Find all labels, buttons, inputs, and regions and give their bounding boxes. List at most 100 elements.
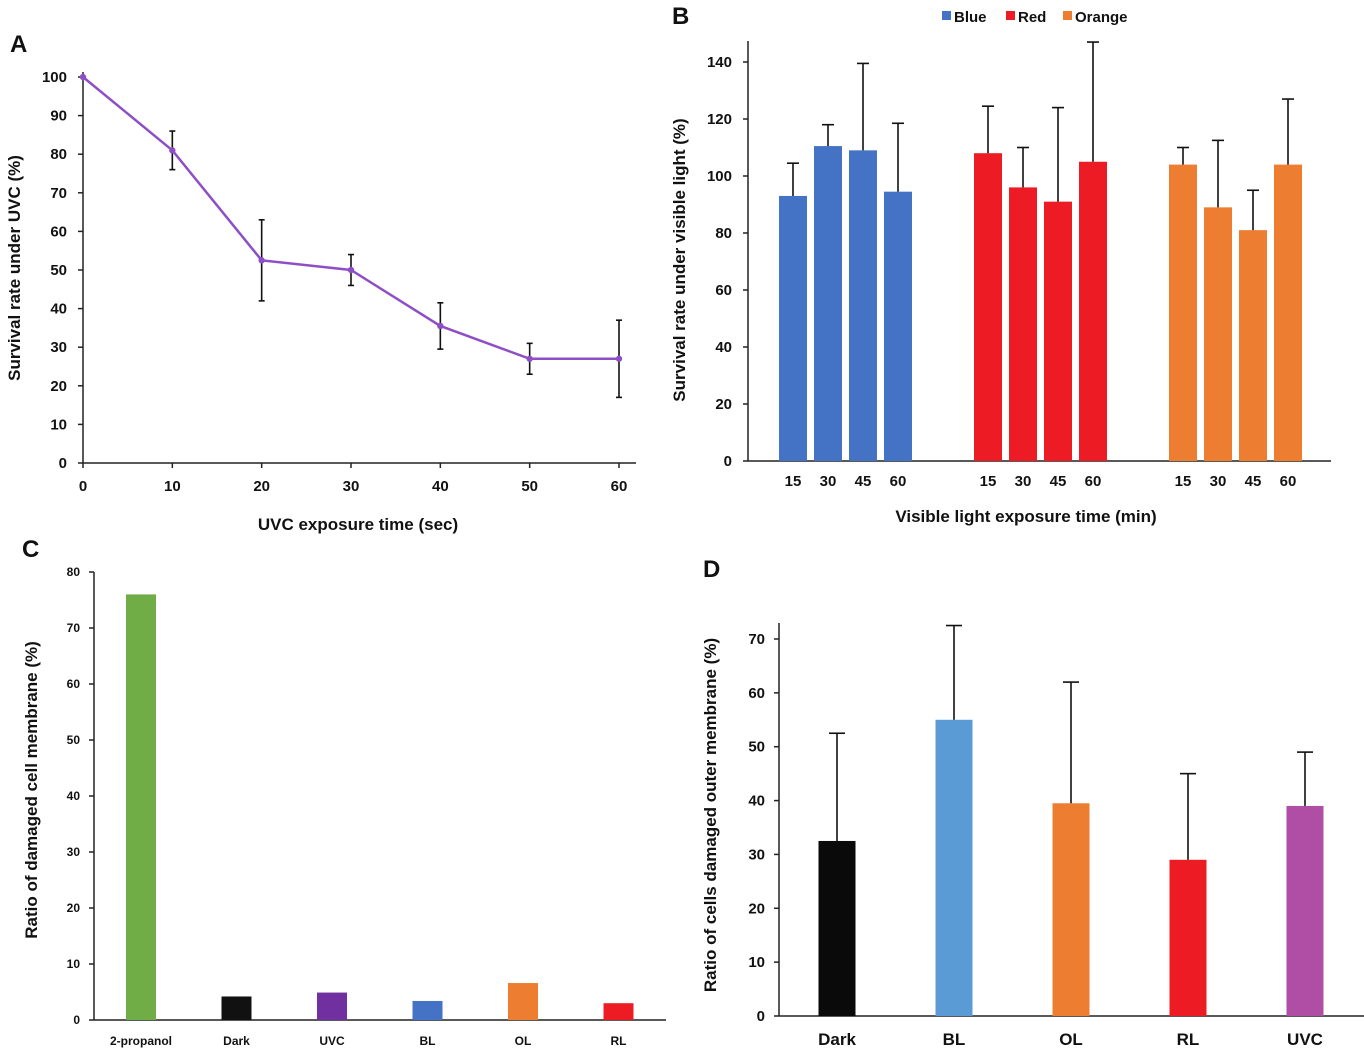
d-y-tick-label: 40 <box>748 793 765 810</box>
d-y-tick-label: 60 <box>748 685 765 702</box>
b-x-axis-title: Visible light exposure time (min) <box>895 507 1156 526</box>
b-bar-orange <box>1239 230 1267 461</box>
chart-b: 0 20 40 60 80 100 120 140 15 30 45 60 15 30 45 60 15 30 45… <box>670 9 1331 526</box>
a-data-point <box>347 266 355 274</box>
a-data-point <box>526 355 533 362</box>
b-y-tick-label: 140 <box>707 54 732 71</box>
a-y-tick-label: 20 <box>50 378 67 395</box>
d-bar-uvc <box>1286 805 1324 1016</box>
c-x-tick-label: UVC <box>319 1034 345 1048</box>
b-x-tick-label: 15 <box>785 473 802 490</box>
a-x-tick-label: 10 <box>164 478 181 495</box>
b-x-tick-label: 60 <box>890 473 907 490</box>
panel-letter-c: C <box>22 536 39 563</box>
c-bar-bl <box>412 1000 443 1020</box>
a-data-point <box>169 147 176 154</box>
b-y-tick-label: 0 <box>724 453 732 470</box>
d-y-axis-title: Ratio of cells damaged outer membrane (%… <box>701 638 720 992</box>
chart-c: 0 10 20 30 40 50 60 70 80 2-propanol Dark UVC BL OL RL… <box>22 565 666 1048</box>
c-bar-dark <box>221 996 252 1020</box>
d-x-tick-label: OL <box>1059 1030 1083 1049</box>
a-y-tick-label: 80 <box>50 146 67 163</box>
a-y-tick-label: 40 <box>50 301 67 318</box>
d-y-tick-label: 30 <box>748 846 765 863</box>
b-bar-blue <box>779 195 807 461</box>
c-bar-ol <box>508 983 538 1020</box>
d-x-tick-label: UVC <box>1287 1030 1323 1049</box>
c-bar-rl <box>603 1003 634 1020</box>
c-bar-uvc <box>317 992 347 1020</box>
b-legend-swatch-blue <box>942 11 951 20</box>
a-y-tick-label: 30 <box>50 339 67 356</box>
d-x-tick-label: BL <box>943 1030 966 1049</box>
b-legend-label-blue: Blue <box>954 9 987 26</box>
b-legend-label-orange: Orange <box>1075 9 1128 26</box>
a-data-point <box>79 73 87 81</box>
b-x-tick-label: 30 <box>1015 473 1032 490</box>
b-x-tick-label: 15 <box>980 473 997 490</box>
a-x-tick-label: 40 <box>432 478 449 495</box>
c-y-tick-label: 20 <box>67 901 81 915</box>
a-series-line <box>82 76 619 361</box>
c-bar-2-propanol <box>126 594 156 1020</box>
c-y-tick-label: 10 <box>67 957 81 971</box>
d-x-tick-label: RL <box>1177 1030 1200 1049</box>
panel-letter-d: D <box>703 556 720 583</box>
b-x-tick-label: 45 <box>1245 473 1262 490</box>
chart-a: 0 10 20 30 40 50 60 70 80 90 100 0 10 20 30 40 50 60 UVC e… <box>5 69 636 534</box>
a-x-tick-label: 60 <box>611 478 628 495</box>
b-legend-swatch-red <box>1006 11 1015 20</box>
d-y-tick-label: 20 <box>748 900 765 917</box>
b-x-tick-label: 45 <box>1050 473 1067 490</box>
d-y-tick-label: 50 <box>748 739 765 756</box>
c-y-tick-label: 50 <box>67 733 81 747</box>
b-bar-orange <box>1169 164 1197 461</box>
b-y-axis-title: Survival rate under visible light (%) <box>670 118 689 401</box>
c-x-tick-label: 2-propanol <box>110 1034 172 1048</box>
b-legend-label-red: Red <box>1018 9 1046 26</box>
a-data-point <box>615 355 623 362</box>
b-bar-red <box>1009 187 1037 461</box>
c-x-tick-label: Dark <box>223 1034 250 1048</box>
b-bar-blue <box>849 150 877 461</box>
a-y-axis-title: Survival rate under UVC (%) <box>5 155 24 381</box>
a-y-tick-label: 90 <box>50 108 67 125</box>
a-x-axis-title: UVC exposure time (sec) <box>258 515 458 534</box>
c-y-tick-label: 40 <box>67 789 81 803</box>
b-y-tick-label: 80 <box>715 225 732 242</box>
b-x-tick-label: 30 <box>1210 473 1227 490</box>
panel-letter-a: A <box>10 31 27 58</box>
a-data-point <box>437 322 444 330</box>
b-y-tick-label: 40 <box>715 339 732 356</box>
a-data-point <box>258 257 265 264</box>
c-y-tick-label: 80 <box>67 565 81 579</box>
c-y-tick-label: 0 <box>73 1013 80 1027</box>
b-y-tick-label: 120 <box>707 111 732 128</box>
c-y-tick-label: 30 <box>67 845 81 859</box>
b-legend-swatch-orange <box>1063 11 1072 20</box>
a-y-tick-label: 0 <box>59 455 67 472</box>
c-y-tick-label: 70 <box>67 621 81 635</box>
a-x-tick-label: 0 <box>79 478 87 495</box>
a-x-tick-label: 50 <box>521 478 538 495</box>
b-y-tick-label: 100 <box>707 168 732 185</box>
b-bar-orange <box>1204 207 1232 461</box>
a-x-tick-label: 30 <box>343 478 360 495</box>
b-y-tick-label: 20 <box>715 396 732 413</box>
d-x-tick-label: Dark <box>818 1030 856 1049</box>
b-y-tick-label: 60 <box>715 282 732 299</box>
b-bar-red <box>1044 201 1072 461</box>
d-bar-rl <box>1169 859 1207 1016</box>
a-y-tick-label: 50 <box>50 262 67 279</box>
b-x-tick-label: 30 <box>820 473 837 490</box>
a-y-tick-label: 10 <box>50 416 67 433</box>
d-bar-dark <box>818 840 856 1016</box>
panel-letter-b: B <box>672 3 689 30</box>
b-x-tick-label: 60 <box>1085 473 1102 490</box>
b-bar-blue <box>814 146 842 461</box>
b-x-tick-label: 45 <box>855 473 872 490</box>
c-y-axis-title: Ratio of damaged cell membrane (%) <box>22 641 41 939</box>
d-y-tick-label: 70 <box>748 631 765 648</box>
c-x-tick-label: RL <box>611 1034 627 1048</box>
a-y-tick-label: 70 <box>50 185 67 202</box>
